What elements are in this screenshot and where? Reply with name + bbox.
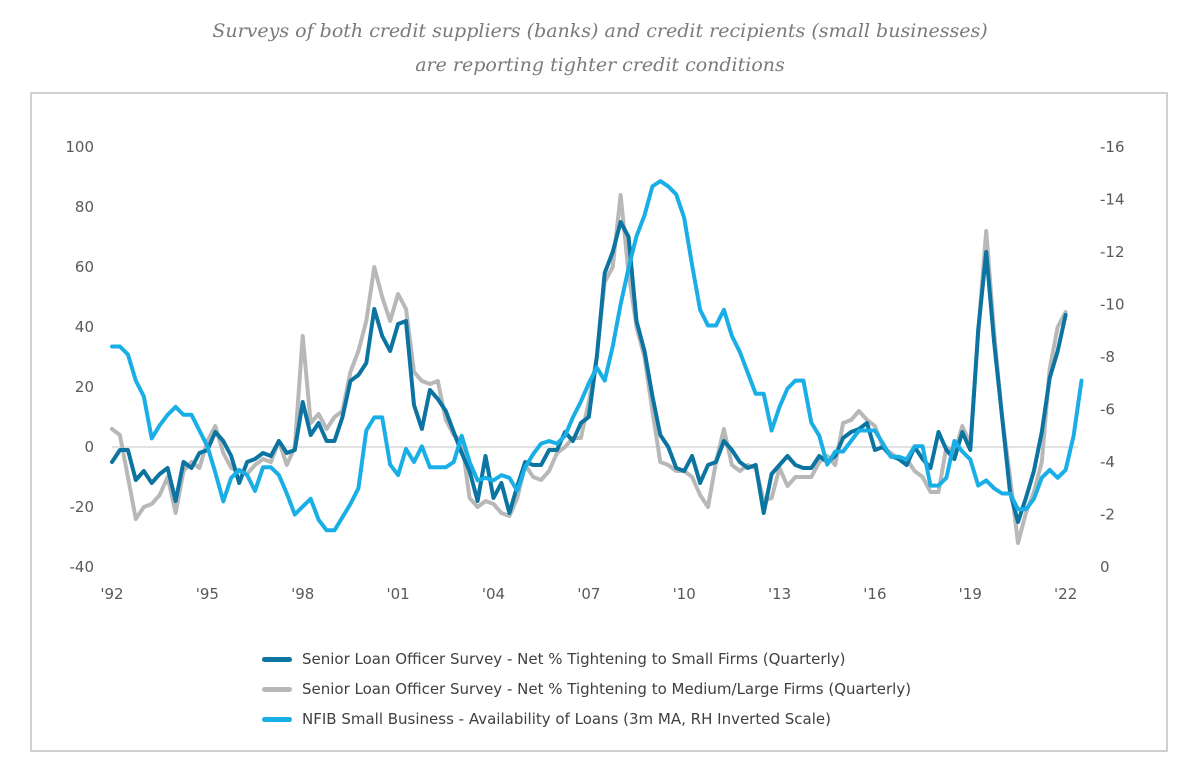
legend: Senior Loan Officer Survey - Net % Tight… (262, 644, 911, 734)
y-tick-right-4: -8 (1100, 348, 1115, 366)
y-tick-right-1: -14 (1100, 191, 1125, 209)
legend-label-small-firms: Senior Loan Officer Survey - Net % Tight… (302, 650, 846, 668)
series-line-small-firms (110, 220, 1068, 524)
x-tick-6: '10 (673, 585, 696, 603)
x-tick-0: '92 (100, 585, 123, 603)
legend-item-nfib: NFIB Small Business - Availability of Lo… (262, 704, 911, 734)
title-line-1: Surveys of both credit suppliers (banks)… (212, 20, 988, 42)
y-tick-right-7: -2 (1100, 506, 1115, 524)
legend-item-large-firms: Senior Loan Officer Survey - Net % Tight… (262, 674, 911, 704)
x-tick-4: '04 (482, 585, 505, 603)
y-tick-left-2: 60 (75, 258, 94, 276)
x-tick-3: '01 (386, 585, 409, 603)
title-line-2: are reporting tighter credit conditions (415, 54, 785, 76)
y-tick-right-0: -16 (1100, 138, 1125, 156)
chart-frame (30, 92, 1168, 752)
x-tick-8: '16 (863, 585, 886, 603)
y-tick-left-0: 100 (65, 138, 94, 156)
chart-title: Surveys of both credit suppliers (banks)… (0, 14, 1200, 82)
legend-swatch-small-firms (262, 656, 292, 662)
y-tick-right-5: -6 (1100, 401, 1115, 419)
y-tick-left-4: 20 (75, 378, 94, 396)
y-tick-right-3: -10 (1100, 296, 1125, 314)
legend-label-nfib: NFIB Small Business - Availability of Lo… (302, 710, 831, 728)
x-tick-1: '95 (196, 585, 219, 603)
series-line-nfib (110, 179, 1084, 533)
y-tick-right-6: -4 (1100, 453, 1115, 471)
x-tick-9: '19 (959, 585, 982, 603)
legend-swatch-large-firms (262, 686, 292, 692)
x-tick-7: '13 (768, 585, 791, 603)
legend-item-small-firms: Senior Loan Officer Survey - Net % Tight… (262, 644, 911, 674)
y-tick-left-1: 80 (75, 198, 94, 216)
y-tick-left-5: 0 (84, 438, 94, 456)
y-tick-right-2: -12 (1100, 243, 1125, 261)
x-tick-2: '98 (291, 585, 314, 603)
legend-swatch-nfib (262, 716, 292, 722)
x-tick-10: '22 (1054, 585, 1077, 603)
y-tick-left-6: -20 (70, 498, 95, 516)
x-tick-5: '07 (577, 585, 600, 603)
legend-label-large-firms: Senior Loan Officer Survey - Net % Tight… (302, 680, 912, 698)
y-tick-left-3: 40 (75, 318, 94, 336)
y-tick-right-8: 0 (1100, 558, 1110, 576)
y-tick-left-7: -40 (70, 558, 95, 576)
